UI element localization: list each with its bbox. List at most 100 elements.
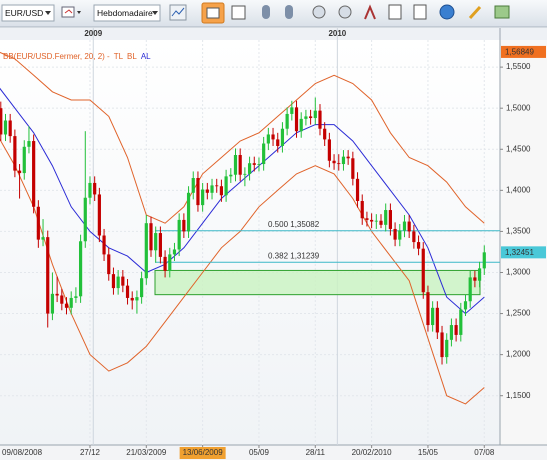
candle-body [384, 210, 388, 225]
timeframe: Hebdomadaire [97, 8, 153, 18]
icon-glyph [206, 7, 220, 19]
candle-body [191, 178, 195, 193]
candle-body [88, 182, 92, 198]
candle-body [337, 163, 341, 165]
candle-body [365, 218, 369, 220]
timeframe-dropdown[interactable]: Hebdomadaire [93, 4, 161, 22]
candle-body [215, 185, 219, 187]
icon-glyph [171, 7, 185, 17]
x-tick-label: 27/12 [80, 448, 101, 457]
candle-body [327, 139, 331, 161]
dropdown-box[interactable] [93, 4, 161, 22]
toolbar-icon[interactable] [61, 6, 81, 18]
candle-body [332, 160, 336, 164]
candle-body [158, 233, 162, 257]
year-label: 2009 [84, 29, 102, 38]
toolbar-icon[interactable] [338, 5, 352, 19]
legend-text: BL [127, 52, 137, 61]
dropdown-arrow [152, 11, 158, 15]
candle-body [351, 158, 355, 179]
grid [0, 28, 500, 445]
candle-body [271, 134, 275, 140]
icon[interactable] [61, 6, 75, 18]
candle-body [83, 197, 87, 242]
toolbar-icon[interactable] [312, 5, 326, 19]
legend-text: TL [114, 52, 124, 61]
y-tick-label: 1,4500 [506, 144, 531, 153]
candle-body [304, 116, 308, 119]
candle-body [46, 237, 50, 314]
candle-body [440, 332, 444, 358]
candle-body [388, 210, 392, 229]
overlay: BB(EUR/USD.Fermer, 20, 2) - TL BL AL 1,5500… [2, 29, 546, 459]
x-tick-label: 07/08 [474, 448, 495, 457]
candle-body [224, 176, 228, 196]
candle-body [355, 178, 360, 202]
candle-body [266, 134, 270, 144]
toolbar-icon[interactable] [262, 5, 270, 19]
candle-body [285, 113, 289, 129]
candle-body [102, 235, 106, 255]
y-tick-label: 1,2500 [506, 309, 531, 318]
candle-body [201, 189, 205, 206]
candle-body [168, 254, 172, 271]
indicator-legend: BB(EUR/USD.Fermer, 20, 2) - TL BL AL [3, 52, 151, 61]
price-flag-label: 1,56849 [505, 48, 534, 57]
candle-body [144, 223, 148, 279]
candle-body [229, 174, 233, 177]
toolbar-icon[interactable] [468, 5, 482, 20]
candle-body [55, 293, 59, 296]
candle-body [449, 325, 454, 340]
candle-body [473, 277, 477, 281]
candle-body [299, 118, 303, 132]
toolbar-icons [169, 2, 510, 24]
price-flag [501, 45, 546, 58]
candle-body [177, 219, 181, 250]
fib-label: 0.382 1,31239 [268, 251, 320, 260]
toolbar-icon[interactable] [413, 4, 427, 20]
candle-body [107, 254, 111, 275]
candle-body [149, 223, 153, 251]
plot [0, 51, 500, 405]
y-tick-label: 1,5000 [506, 103, 531, 112]
candle-body [163, 256, 167, 271]
candle-body [121, 276, 125, 286]
legend-text: AL [141, 52, 151, 61]
candle-body [116, 276, 120, 289]
toolbar-icon[interactable] [388, 4, 402, 20]
toolbar-icon[interactable] [231, 5, 246, 20]
candle-body [111, 274, 116, 289]
toolbar-icon[interactable] [285, 5, 293, 19]
candle-body [210, 185, 214, 193]
candle-body [13, 136, 17, 171]
candle-body [22, 146, 26, 174]
toolbar-icon[interactable] [439, 4, 455, 20]
candle-body [74, 296, 78, 298]
crosshair-label-bg [179, 447, 226, 459]
x-tick-label: 09/08/2008 [2, 448, 43, 457]
candle-body [64, 303, 69, 308]
candle-body [182, 219, 186, 232]
symbol-dropdown[interactable]: EUR/USD [1, 4, 55, 22]
legend-text: BB(EUR/USD.Fermer, 20, 2) - [3, 52, 110, 61]
candle-body [17, 170, 22, 174]
candle-body [431, 307, 435, 326]
candle-body [463, 301, 468, 310]
candle-body [3, 120, 8, 135]
candle-body [140, 278, 144, 298]
candle-body [294, 107, 299, 132]
candle-body [482, 252, 486, 269]
candle-body [379, 220, 383, 225]
candle-body [243, 173, 247, 175]
candle-body [60, 295, 64, 304]
toolbar-icon[interactable] [364, 4, 376, 20]
toolbar-icon[interactable] [494, 5, 510, 19]
y-axis-area [500, 40, 547, 445]
candle-body [205, 189, 209, 193]
candle-body [36, 206, 40, 240]
candle-body [196, 178, 200, 206]
candle-body [435, 307, 439, 333]
candle-body [454, 325, 458, 335]
dropdown-box[interactable] [1, 4, 55, 22]
candle-body [280, 128, 285, 146]
